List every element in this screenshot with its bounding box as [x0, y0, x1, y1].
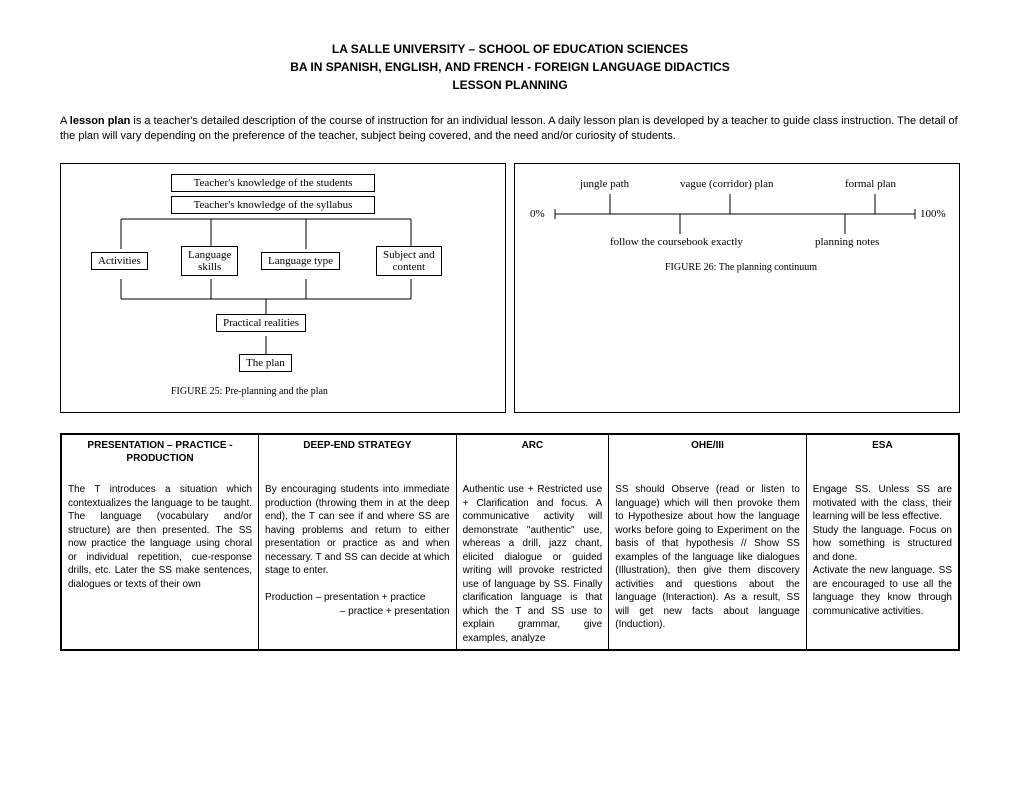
label-follow: follow the coursebook exactly [610, 236, 743, 248]
table-header-row: PRESENTATION – PRACTICE - PRODUCTION DEE… [61, 434, 959, 466]
col3-body: Authentic use + Restricted use + Clarifi… [456, 466, 609, 651]
col2-text1: By encouraging students into immediate p… [265, 484, 450, 576]
label-notes: planning notes [815, 236, 879, 248]
col4-text: SS should Observe (read or listen to lan… [615, 484, 800, 630]
diagram-preplanning: Teacher's knowledge of the students Teac… [60, 163, 506, 413]
diagram2-lines [515, 164, 959, 412]
page-header: LA SALLE UNIVERSITY – SCHOOL OF EDUCATIO… [60, 40, 960, 94]
col3-text: Authentic use + Restricted use + Clarifi… [463, 484, 603, 644]
box-subject: Subject and content [376, 246, 442, 276]
diagram1-caption: FIGURE 25: Pre-planning and the plan [171, 386, 328, 397]
col4-head: OHE/III [609, 434, 807, 466]
label-100pct: 100% [920, 208, 946, 220]
box-langskills: Language skills [181, 246, 238, 276]
label-jungle: jungle path [580, 178, 629, 190]
diagrams-row: Teacher's knowledge of the students Teac… [60, 163, 960, 413]
col2-head: DEEP-END STRATEGY [259, 434, 457, 466]
box-knowledge-students: Teacher's knowledge of the students [171, 174, 375, 192]
intro-bold: lesson plan [70, 115, 131, 127]
label-formal: formal plan [845, 178, 896, 190]
intro-prefix: A [60, 115, 70, 127]
col1-body: The T introduces a situation which conte… [61, 466, 259, 651]
header-line1: LA SALLE UNIVERSITY – SCHOOL OF EDUCATIO… [60, 40, 960, 58]
intro-paragraph: A lesson plan is a teacher's detailed de… [60, 114, 960, 145]
table-body-row: The T introduces a situation which conte… [61, 466, 959, 651]
col2-body: By encouraging students into immediate p… [259, 466, 457, 651]
col2-text2: Production – presentation + practice [265, 592, 425, 603]
box-knowledge-syllabus: Teacher's knowledge of the syllabus [171, 196, 375, 214]
intro-rest: is a teacher's detailed description of t… [60, 115, 958, 142]
label-0pct: 0% [530, 208, 545, 220]
col5-body: Engage SS. Unless SS are motivated with … [806, 466, 959, 651]
header-line2: BA IN SPANISH, ENGLISH, AND FRENCH - FOR… [60, 58, 960, 76]
col5-text: Engage SS. Unless SS are motivated with … [813, 484, 955, 617]
col5-head: ESA [806, 434, 959, 466]
col2-text3: – practice + presentation [340, 606, 450, 617]
col3-head: ARC [456, 434, 609, 466]
col1-text: The T introduces a situation which conte… [68, 484, 252, 590]
strategies-table: PRESENTATION – PRACTICE - PRODUCTION DEE… [60, 433, 960, 652]
col1-head: PRESENTATION – PRACTICE - PRODUCTION [61, 434, 259, 466]
box-langtype: Language type [261, 252, 340, 270]
box-theplan: The plan [239, 354, 292, 372]
diagram2-caption: FIGURE 26: The planning continuum [665, 262, 817, 273]
box-activities: Activities [91, 252, 148, 270]
header-line3: LESSON PLANNING [60, 76, 960, 94]
box-practical: Practical realities [216, 314, 306, 332]
col4-body: SS should Observe (read or listen to lan… [609, 466, 807, 651]
diagram-continuum: jungle path vague (corridor) plan formal… [514, 163, 960, 413]
label-vague: vague (corridor) plan [680, 178, 773, 190]
